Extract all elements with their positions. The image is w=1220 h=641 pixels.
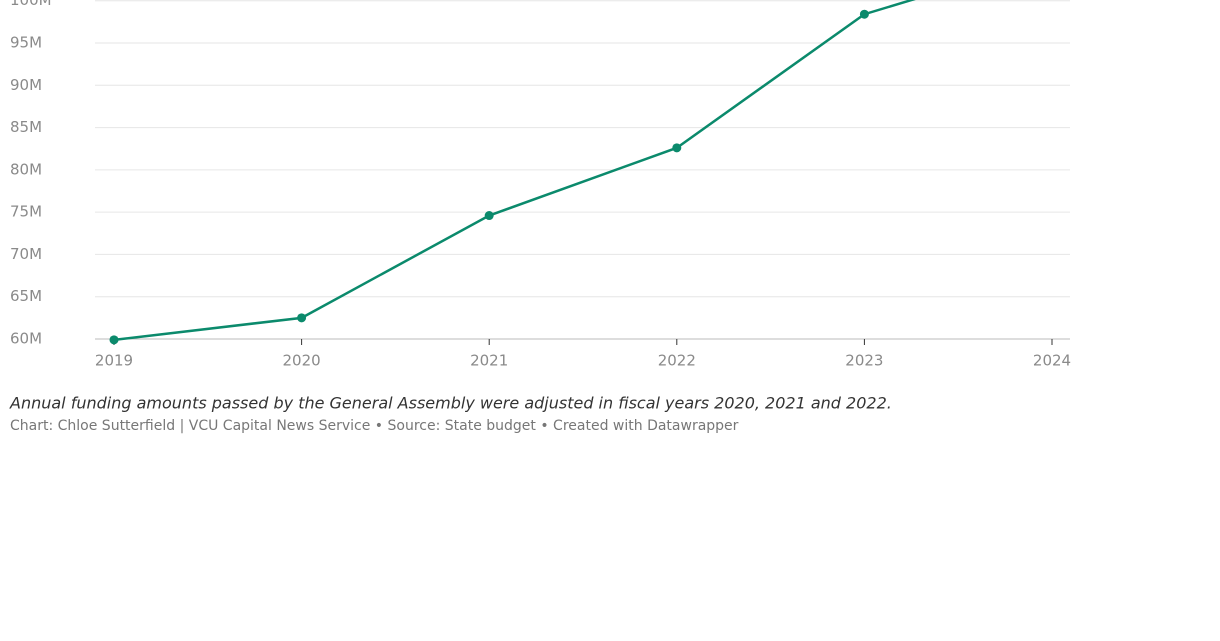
x-tick-label: 2021 [470,352,508,370]
y-tick-label: 75M [10,203,42,221]
x-tick-label: 2024 [1033,352,1071,370]
point [109,335,119,345]
y-tick-label: 90M [10,76,42,94]
point [672,143,682,153]
x-tick-label: 2020 [283,352,321,370]
y-tick-label: 80M [10,160,42,178]
y-tick-label: 60M [10,330,42,348]
y-tick-label: 70M [10,245,42,263]
y-tick-label: 85M [10,118,42,136]
line [113,0,916,342]
point [297,313,307,323]
source: Chart: Chloe Sutterfield | VCU Capital N… [10,418,739,434]
x-tick-label: 2023 [845,352,883,370]
y-tick-label: 95M [10,33,42,51]
point [484,211,494,221]
notes: Annual funding amounts passed by the Gen… [9,394,892,413]
y-tick-label: 65M [10,287,42,305]
x-tick-label: 2022 [658,352,696,370]
point [859,9,869,19]
x-tick-label: 2019 [95,352,133,370]
y-tick-label: 100M [10,0,52,9]
